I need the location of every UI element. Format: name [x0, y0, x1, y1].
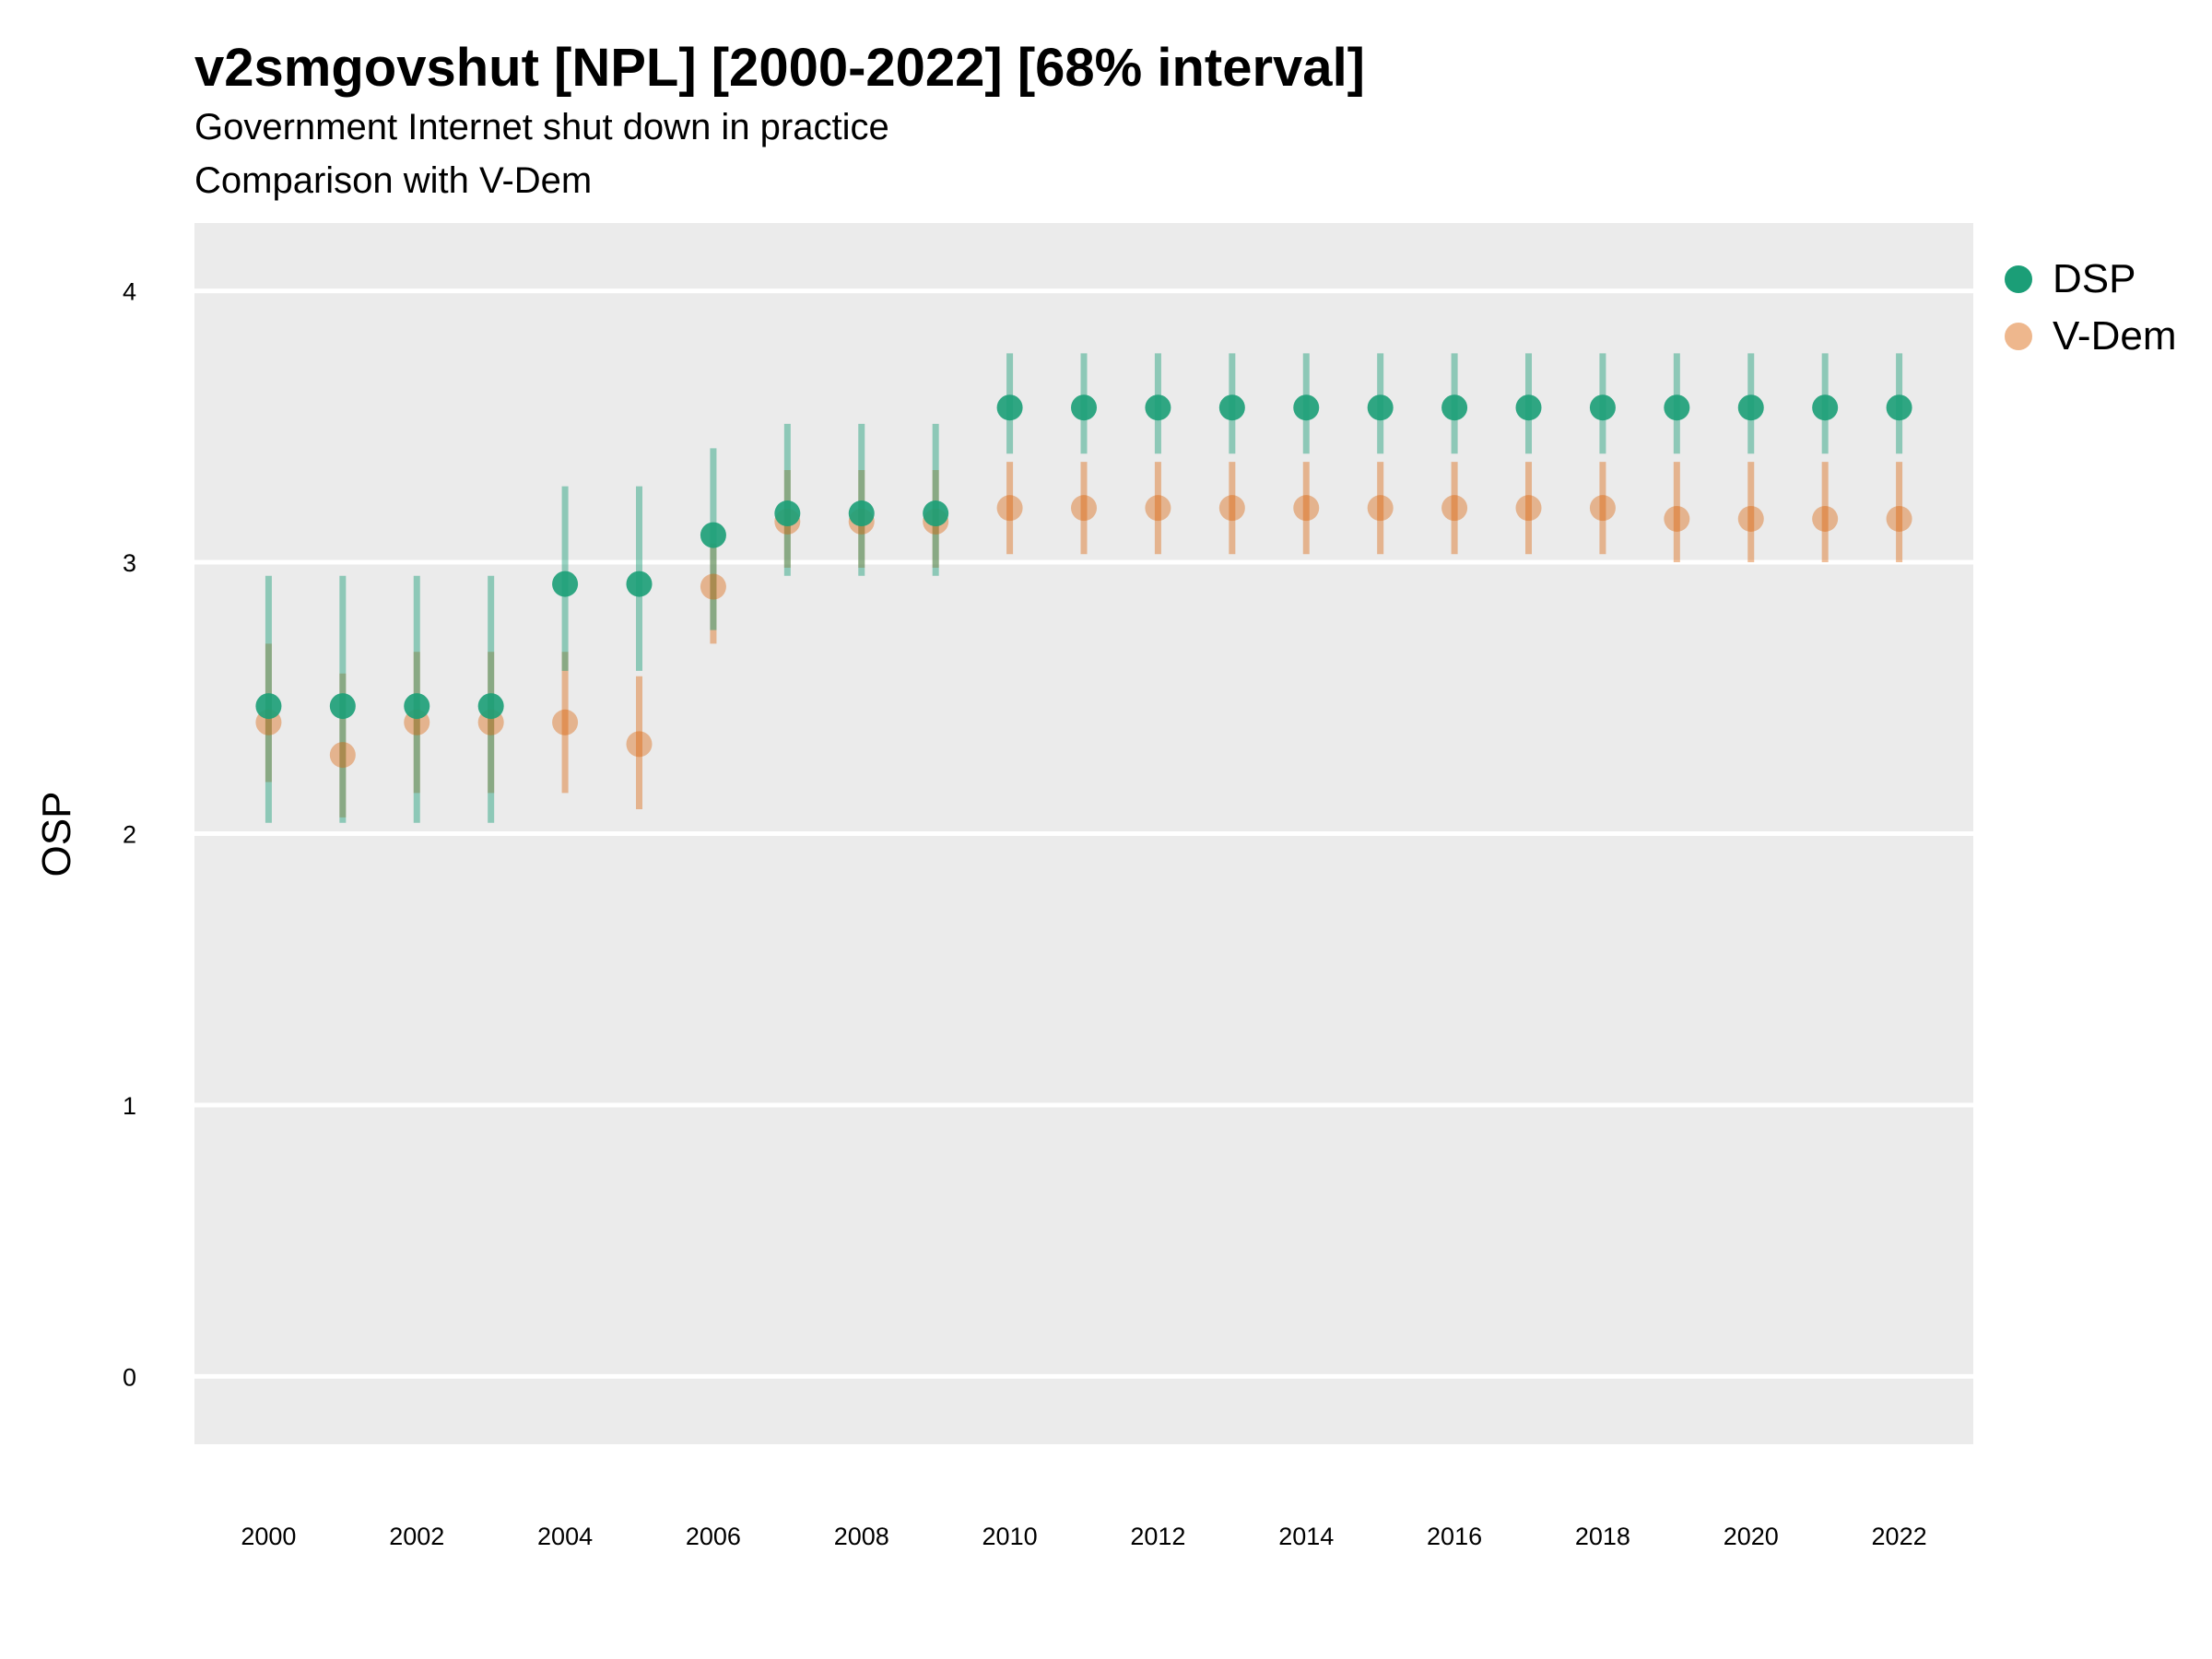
point-dsp: [329, 693, 356, 720]
y-tick-label: 2: [123, 821, 136, 849]
point-dsp: [1218, 394, 1245, 421]
point-dsp: [1441, 394, 1468, 421]
point-vdem: [1589, 495, 1616, 522]
point-vdem: [626, 731, 653, 758]
legend-key-dsp: [2005, 265, 2032, 293]
x-tick-label: 2000: [241, 1523, 296, 1550]
y-tick-label: 1: [123, 1092, 136, 1120]
legend-label-dsp: DSP: [2053, 256, 2136, 301]
y-tick-label: 3: [123, 549, 136, 577]
x-tick-label: 2016: [1427, 1523, 1482, 1550]
grid-lines: [194, 288, 1973, 1379]
point-dsp: [1293, 394, 1320, 421]
y-tick-label: 0: [123, 1363, 136, 1391]
x-tick-labels: 2000 2002 2004 2006 2008 2010 2012 2014 2016 2018…: [241, 1523, 1926, 1550]
point-dsp: [626, 571, 653, 597]
point-vdem: [700, 573, 726, 600]
point-dsp: [477, 693, 504, 720]
x-tick-label: 2020: [1724, 1523, 1779, 1550]
point-dsp: [1886, 394, 1912, 421]
x-tick-label: 2010: [982, 1523, 1038, 1550]
x-tick-label: 2006: [686, 1523, 741, 1550]
point-vdem: [1367, 495, 1394, 522]
x-tick-label: 2018: [1575, 1523, 1630, 1550]
point-dsp: [255, 693, 282, 720]
point-dsp: [848, 500, 875, 527]
point-vdem: [1664, 505, 1690, 532]
point-vdem: [1737, 505, 1764, 532]
point-vdem: [1145, 495, 1171, 522]
point-vdem: [1293, 495, 1320, 522]
legend-item-dsp: DSP: [2005, 251, 2176, 308]
chart-subtitle-secondary: Comparison with V-Dem: [194, 160, 593, 201]
point-markers: [255, 394, 1912, 769]
legend-label-vdem: V-Dem: [2053, 313, 2177, 359]
point-vdem: [1515, 495, 1542, 522]
legend: DSP V-Dem: [2005, 251, 2176, 365]
point-dsp: [923, 500, 949, 527]
y-tick-labels: 0 1 2 3 4: [123, 278, 136, 1392]
y-tick-label: 4: [123, 278, 136, 306]
point-vdem: [1218, 495, 1245, 522]
point-vdem: [1071, 495, 1097, 522]
point-vdem: [996, 495, 1023, 522]
point-vdem: [1886, 505, 1912, 532]
point-dsp: [700, 522, 726, 548]
point-dsp: [1515, 394, 1542, 421]
point-dsp: [1664, 394, 1690, 421]
point-dsp: [1367, 394, 1394, 421]
point-dsp: [1145, 394, 1171, 421]
point-dsp: [774, 500, 801, 527]
x-tick-label: 2012: [1130, 1523, 1185, 1550]
x-tick-label: 2008: [834, 1523, 889, 1550]
point-dsp: [552, 571, 579, 597]
point-dsp: [1071, 394, 1097, 421]
x-tick-label: 2014: [1278, 1523, 1334, 1550]
legend-item-vdem: V-Dem: [2005, 308, 2176, 365]
point-dsp: [1812, 394, 1839, 421]
point-vdem: [552, 709, 579, 735]
chart-subtitle: Government Internet shut down in practic…: [194, 107, 889, 147]
point-dsp: [1589, 394, 1616, 421]
point-vdem: [329, 742, 356, 769]
x-tick-label: 2002: [389, 1523, 444, 1550]
point-vdem: [1812, 505, 1839, 532]
point-dsp: [404, 693, 430, 720]
point-vdem: [1441, 495, 1468, 522]
point-dsp: [1737, 394, 1764, 421]
x-tick-label: 2022: [1872, 1523, 1927, 1550]
chart-title: v2smgovshut [NPL] [2000-2022] [68% inter…: [194, 38, 1365, 98]
x-tick-label: 2004: [537, 1523, 593, 1550]
legend-key-vdem: [2005, 323, 2032, 350]
point-dsp: [996, 394, 1023, 421]
